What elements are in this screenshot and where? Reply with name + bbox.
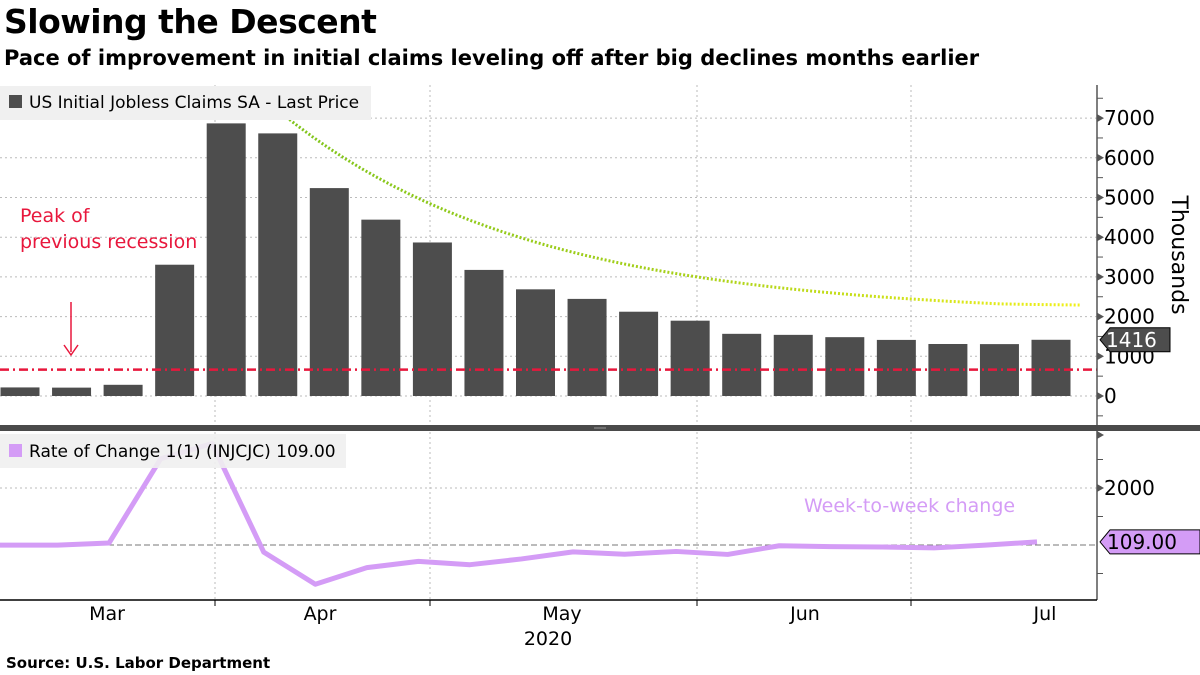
bar	[516, 289, 555, 396]
legend-swatch	[9, 444, 22, 457]
x-tick-label: Jun	[789, 603, 820, 625]
bar	[206, 123, 246, 396]
y-tick-label: 7000	[1104, 106, 1155, 130]
source-note: Source: U.S. Labor Department	[6, 654, 271, 672]
trend-curve	[279, 110, 1081, 307]
bar	[825, 337, 865, 396]
legend-box	[0, 86, 371, 120]
bar	[52, 387, 92, 396]
y-tick-mark	[1097, 272, 1104, 281]
x-tick-label: Jul	[1033, 603, 1057, 625]
reference-label: previous recession	[20, 231, 197, 253]
y-axis-label: Thousands	[1166, 194, 1191, 314]
y-tick-mark	[1097, 392, 1104, 400]
bar	[773, 334, 813, 396]
y-tick-mark	[1097, 431, 1104, 439]
legend-label: Rate of Change 1(1) (INJCJC) 109.00	[29, 442, 336, 462]
bar	[0, 387, 40, 396]
arrow-icon	[63, 344, 79, 357]
bar	[412, 242, 452, 396]
line-annotation: Week-to-week change	[804, 495, 1015, 517]
bar	[155, 264, 195, 396]
y-tick-mark	[1097, 114, 1104, 123]
x-tick-label: May	[542, 603, 581, 625]
y-tick-mark	[1097, 193, 1104, 202]
bar	[464, 269, 504, 396]
legend-swatch	[9, 95, 22, 108]
y-tick-label: 5000	[1104, 186, 1155, 210]
bar	[309, 188, 349, 396]
y-tick-mark	[1097, 233, 1104, 242]
last-value-tag	[1099, 529, 1200, 555]
x-tick-label: Mar	[89, 603, 125, 625]
legend-box	[0, 434, 346, 468]
y-tick-mark	[1097, 352, 1104, 361]
y-tick-mark	[1097, 484, 1104, 492]
y-tick-label: 2000	[1104, 476, 1155, 500]
y-tick-label: 2000	[1104, 305, 1155, 329]
reference-label: Peak of	[20, 205, 91, 227]
bar	[567, 298, 607, 396]
bar	[619, 311, 659, 396]
chart-title: Slowing the Descent	[4, 2, 377, 41]
chart-subtitle: Pace of improvement in initial claims le…	[4, 46, 980, 70]
x-tick-label: Apr	[304, 603, 337, 625]
bar	[722, 333, 762, 396]
legend-label: US Initial Jobless Claims SA - Last Pric…	[29, 93, 359, 113]
bar	[876, 339, 916, 396]
y-tick-label: 3000	[1104, 265, 1155, 289]
bar	[258, 133, 298, 396]
bar	[670, 320, 710, 396]
bar	[1031, 339, 1071, 396]
y-tick-label: 6000	[1104, 146, 1155, 170]
bar	[103, 384, 143, 396]
x-year-label: 2020	[524, 628, 572, 650]
last-value-tag	[1099, 327, 1171, 353]
last-value-label: 109.00	[1107, 530, 1177, 554]
last-value-label: 1416	[1106, 328, 1157, 352]
bar	[361, 219, 401, 396]
y-tick-mark	[1097, 312, 1104, 321]
y-tick-mark	[1097, 153, 1104, 162]
y-tick-label: 4000	[1104, 225, 1155, 249]
y-tick-label: 0	[1104, 384, 1117, 408]
